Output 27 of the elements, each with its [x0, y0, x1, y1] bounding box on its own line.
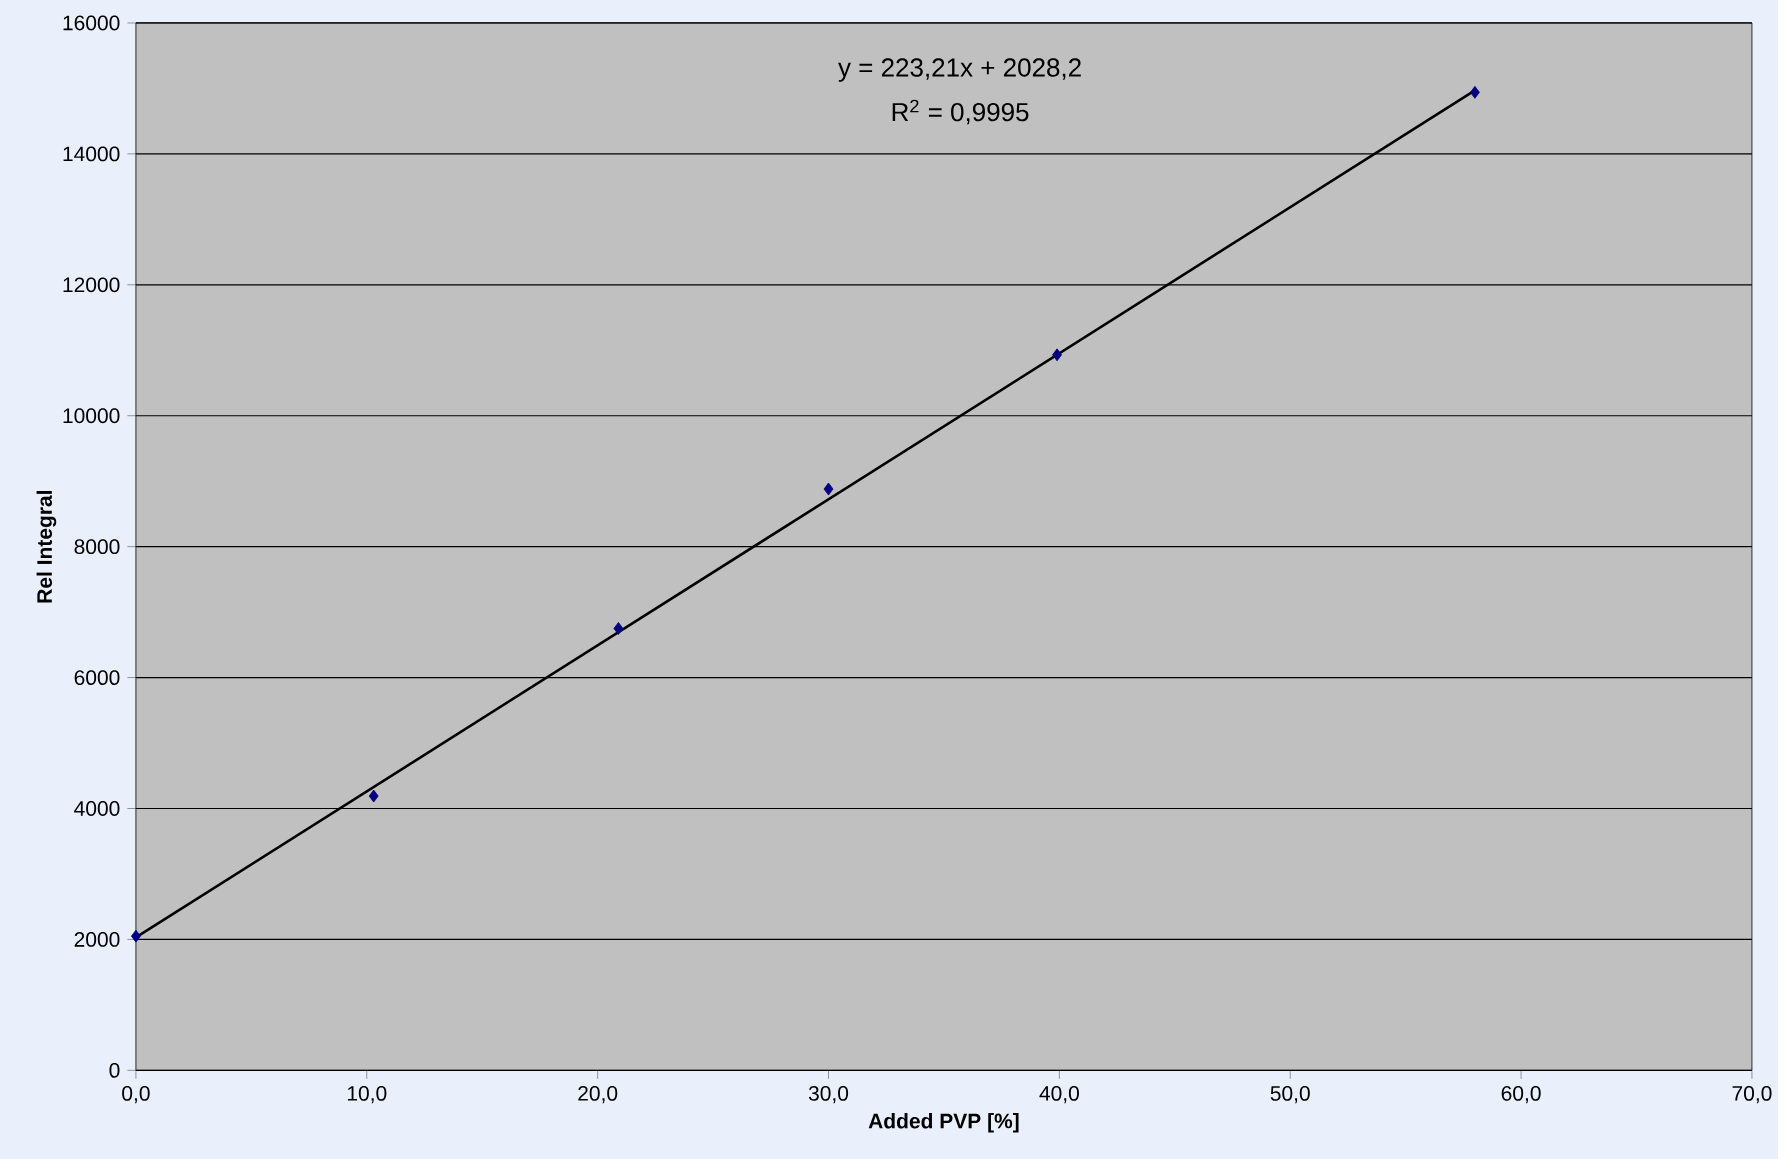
y-tick-label: 16000 — [63, 15, 120, 31]
point — [823, 482, 834, 496]
x-tick-label: 0,0 — [122, 1085, 150, 1104]
x-tick-label: 10,0 — [347, 1085, 387, 1104]
y-tick-label: 4000 — [74, 800, 120, 816]
y-tick-label: 0 — [109, 1062, 120, 1078]
point — [613, 621, 624, 635]
y-tick-label: 12000 — [63, 277, 120, 293]
x-tick-label: 30,0 — [808, 1085, 849, 1104]
point — [1052, 348, 1062, 362]
y-tick-label: 14000 — [63, 146, 120, 162]
x-tick-label: 60,0 — [1501, 1085, 1541, 1104]
annotation: R$^{2}$ = 0,9995 — [892, 99, 1029, 125]
x-tick-label: 50,0 — [1270, 1085, 1310, 1104]
point — [1470, 85, 1480, 99]
y-tick-label: 10000 — [63, 408, 120, 424]
point — [368, 789, 379, 803]
y-tick-label: 6000 — [74, 670, 120, 685]
annotation: y = 223,21x + 2028,2 — [838, 58, 1081, 82]
x-axis-title: Added PVP [%] — [868, 1112, 1019, 1133]
y-tick-label: 8000 — [74, 539, 120, 554]
y-tick-label: 2000 — [74, 931, 120, 947]
y-axis-title: Rel Integral — [36, 490, 57, 603]
point — [131, 929, 141, 943]
x-tick-label: 20,0 — [578, 1085, 618, 1104]
x-tick-label: 70,0 — [1732, 1085, 1772, 1104]
x-tick-label: 40,0 — [1039, 1085, 1079, 1104]
